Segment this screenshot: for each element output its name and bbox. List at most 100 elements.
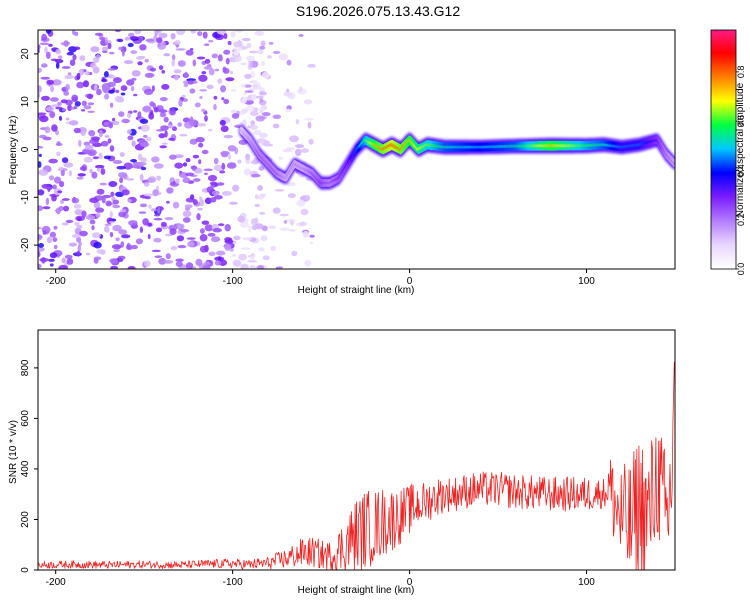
noise-blob [153, 237, 162, 243]
noise-blob [44, 46, 48, 54]
noise-blob [217, 54, 223, 62]
noise-blob [202, 264, 211, 269]
noise-blob [250, 60, 259, 68]
colorbar-swatch [711, 233, 736, 236]
noise-blob [245, 97, 253, 101]
noise-blob [261, 71, 270, 79]
noise-blob [38, 205, 44, 212]
noise-blob [60, 199, 64, 204]
noise-blob [286, 59, 292, 66]
noise-blob [61, 66, 71, 69]
noise-blob [61, 222, 69, 226]
noise-blob [137, 111, 142, 119]
noise-blob [295, 148, 302, 157]
noise-blob [90, 62, 97, 69]
noise-blob [151, 156, 160, 163]
noise-blob [246, 55, 256, 61]
snr-y-label: SNR (10 * v/v) [8, 420, 19, 484]
spectrogram-x-label: Height of straight line (km) [298, 285, 415, 296]
noise-blob [143, 193, 154, 197]
noise-blob [214, 260, 221, 266]
noise-blob [103, 71, 109, 78]
noise-blob [231, 254, 236, 257]
noise-blob [257, 194, 264, 200]
noise-blob [153, 217, 163, 221]
noise-blob [148, 204, 152, 209]
noise-blob [40, 63, 48, 68]
noise-blob [117, 255, 126, 260]
noise-blob [48, 175, 55, 181]
noise-blob [107, 81, 116, 88]
colorbar-swatch [711, 201, 736, 204]
noise-blob [299, 221, 307, 226]
spectrogram-y-tick-label: -10 [20, 190, 31, 205]
noise-blob [81, 210, 87, 218]
colorbar-swatch [711, 255, 736, 258]
noise-blob [161, 70, 166, 74]
noise-blob [109, 258, 119, 264]
colorbar-swatch [711, 71, 736, 75]
noise-blob [240, 62, 247, 66]
noise-blob [259, 106, 265, 112]
noise-blob [172, 201, 180, 209]
noise-blob [184, 71, 188, 79]
noise-blob [118, 229, 128, 235]
noise-blob [196, 56, 206, 60]
noise-blob [303, 99, 313, 105]
noise-blob [117, 38, 124, 43]
noise-blob [151, 249, 161, 253]
noise-blob [199, 199, 205, 207]
colorbar-swatch [711, 257, 736, 260]
noise-blob [108, 122, 113, 129]
noise-blob [129, 36, 139, 40]
noise-blob [124, 36, 130, 41]
noise-blob [38, 161, 42, 168]
noise-blob [144, 195, 151, 200]
noise-blob [182, 162, 188, 167]
colorbar-swatch [711, 125, 736, 128]
noise-blob [96, 167, 101, 172]
noise-blob [169, 154, 177, 160]
noise-blob [158, 109, 168, 113]
snr-x-label: Height of straight line (km) [298, 585, 415, 596]
noise-blob [233, 41, 242, 48]
noise-blob [55, 142, 63, 146]
noise-blob [111, 244, 122, 250]
colorbar-swatch [711, 57, 736, 61]
noise-blob [116, 165, 126, 170]
noise-blob [134, 30, 142, 35]
noise-blob [233, 49, 240, 56]
noise-blob [189, 48, 194, 51]
noise-blob [307, 64, 316, 68]
noise-blob [189, 194, 195, 200]
noise-blob [42, 136, 52, 141]
noise-blob [279, 213, 289, 217]
noise-blob [130, 244, 138, 250]
noise-blob [56, 151, 61, 157]
noise-blob [255, 115, 265, 122]
colorbar-swatch [711, 155, 736, 158]
snr-plot-area [38, 330, 675, 570]
noise-blob [258, 247, 265, 252]
noise-blob [220, 150, 231, 156]
snr-series [38, 361, 675, 570]
noise-blob [231, 113, 240, 119]
noise-blob [119, 152, 125, 157]
noise-blob [51, 124, 58, 132]
noise-blob [240, 247, 251, 250]
colorbar-swatch [711, 85, 736, 89]
noise-blob [112, 77, 122, 84]
noise-blob [218, 259, 227, 267]
noise-blob [228, 154, 231, 160]
colorbar-swatch [711, 79, 736, 83]
snr-y-tick-label: 600 [20, 410, 31, 427]
noise-blob [87, 110, 95, 114]
noise-blob [219, 170, 226, 174]
noise-blob [49, 111, 56, 119]
noise-blob [168, 224, 178, 231]
colorbar-swatch [711, 183, 736, 186]
noise-blob [289, 135, 299, 143]
noise-blob [126, 129, 132, 135]
noise-blob [170, 246, 178, 251]
noise-blob [260, 40, 266, 47]
